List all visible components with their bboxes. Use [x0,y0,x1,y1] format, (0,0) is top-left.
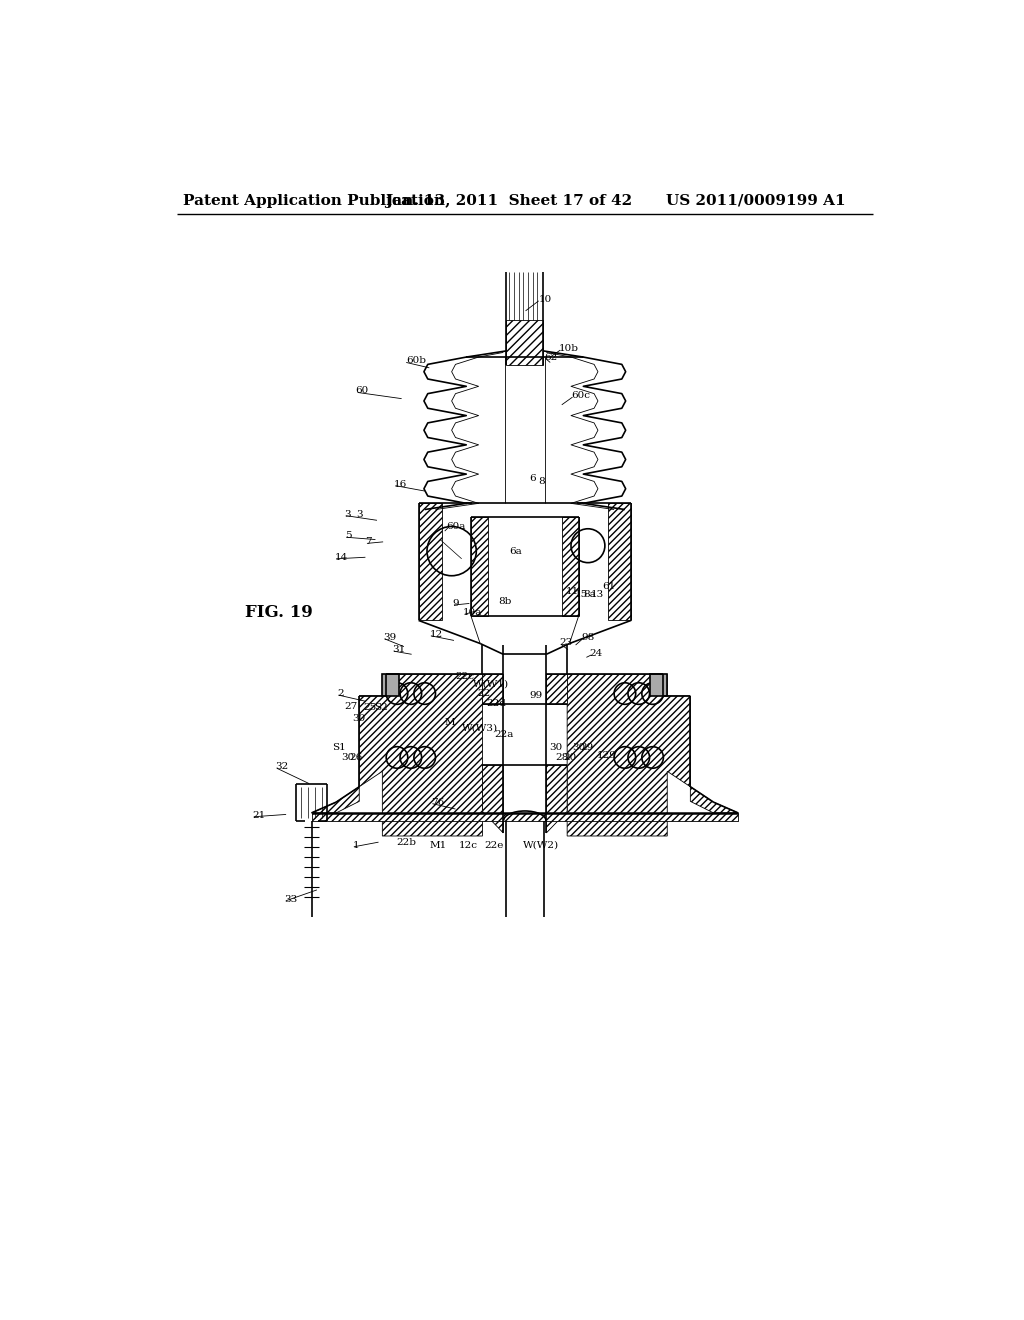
Text: 8b: 8b [499,598,512,606]
Text: 10a: 10a [463,609,482,618]
Text: 22d: 22d [486,700,506,708]
Text: 30: 30 [572,743,586,752]
Text: M1: M1 [429,841,446,850]
Text: 8a: 8a [584,590,596,599]
Text: 2: 2 [337,689,343,698]
Text: 15: 15 [574,590,588,599]
Text: FIG. 19: FIG. 19 [245,605,312,622]
Text: 13: 13 [591,590,604,599]
Polygon shape [547,766,567,833]
Text: 23: 23 [559,639,572,647]
Text: 25: 25 [364,704,377,711]
Polygon shape [567,675,690,836]
Text: 3: 3 [345,510,351,519]
Polygon shape [482,675,503,704]
Text: 62: 62 [544,352,557,362]
Text: 26: 26 [349,752,362,762]
Text: 22a: 22a [494,730,513,739]
Text: 99: 99 [529,690,543,700]
Text: 33: 33 [285,895,298,904]
Text: 24: 24 [590,649,603,657]
Text: 27: 27 [345,702,357,711]
Polygon shape [419,503,441,620]
Text: Patent Application Publication: Patent Application Publication [183,194,444,207]
Text: 22c: 22c [456,672,474,681]
Text: 12c: 12c [459,841,477,850]
Text: 39: 39 [383,632,396,642]
Polygon shape [562,517,579,615]
Text: 14: 14 [335,553,348,562]
Polygon shape [547,675,567,704]
Polygon shape [382,675,399,696]
Text: 76: 76 [431,797,444,807]
Text: 8: 8 [539,478,546,486]
Text: US 2011/0009199 A1: US 2011/0009199 A1 [666,194,846,207]
Text: M: M [444,718,456,727]
Polygon shape [690,787,738,813]
Polygon shape [650,675,668,696]
Text: 31: 31 [392,645,406,655]
Text: 60a: 60a [446,521,466,531]
Polygon shape [482,766,503,833]
Text: 1: 1 [352,841,359,850]
Text: 10b: 10b [559,345,579,352]
Polygon shape [359,675,482,836]
Text: 28: 28 [556,752,569,762]
Text: 7: 7 [366,537,372,546]
Polygon shape [311,813,738,821]
Polygon shape [506,321,544,364]
Text: 6a: 6a [509,546,522,556]
Text: 60b: 60b [407,356,426,366]
Polygon shape [471,517,487,615]
Text: 61: 61 [602,582,615,591]
Text: 20: 20 [563,752,577,762]
Text: S1: S1 [333,743,346,752]
Text: 10: 10 [539,294,552,304]
Text: 22: 22 [477,689,490,698]
Text: 11: 11 [565,586,579,595]
Text: W(W2): W(W2) [523,841,559,850]
Text: S2: S2 [374,704,388,711]
Text: 30: 30 [341,752,354,762]
Text: 12: 12 [429,630,442,639]
Text: 3: 3 [356,510,362,519]
Text: 5: 5 [345,531,351,540]
Text: W(W1): W(W1) [473,678,509,688]
Text: 30: 30 [352,714,366,722]
Text: 30: 30 [550,743,563,752]
Text: 60: 60 [355,387,369,396]
Text: 60c: 60c [571,391,590,400]
Polygon shape [608,503,631,620]
Text: 21: 21 [252,810,265,820]
Text: 129: 129 [596,751,616,759]
Text: W(W3): W(W3) [462,723,498,733]
Text: 98: 98 [581,632,594,642]
Polygon shape [311,787,359,813]
Text: 16: 16 [394,479,408,488]
Text: 9: 9 [453,599,459,609]
Text: 22e: 22e [484,841,504,850]
Text: 29: 29 [581,743,594,752]
Text: 32: 32 [275,762,289,771]
Text: 22b: 22b [396,838,416,846]
Text: 6: 6 [529,474,536,483]
Text: Jan. 13, 2011  Sheet 17 of 42: Jan. 13, 2011 Sheet 17 of 42 [385,194,632,207]
